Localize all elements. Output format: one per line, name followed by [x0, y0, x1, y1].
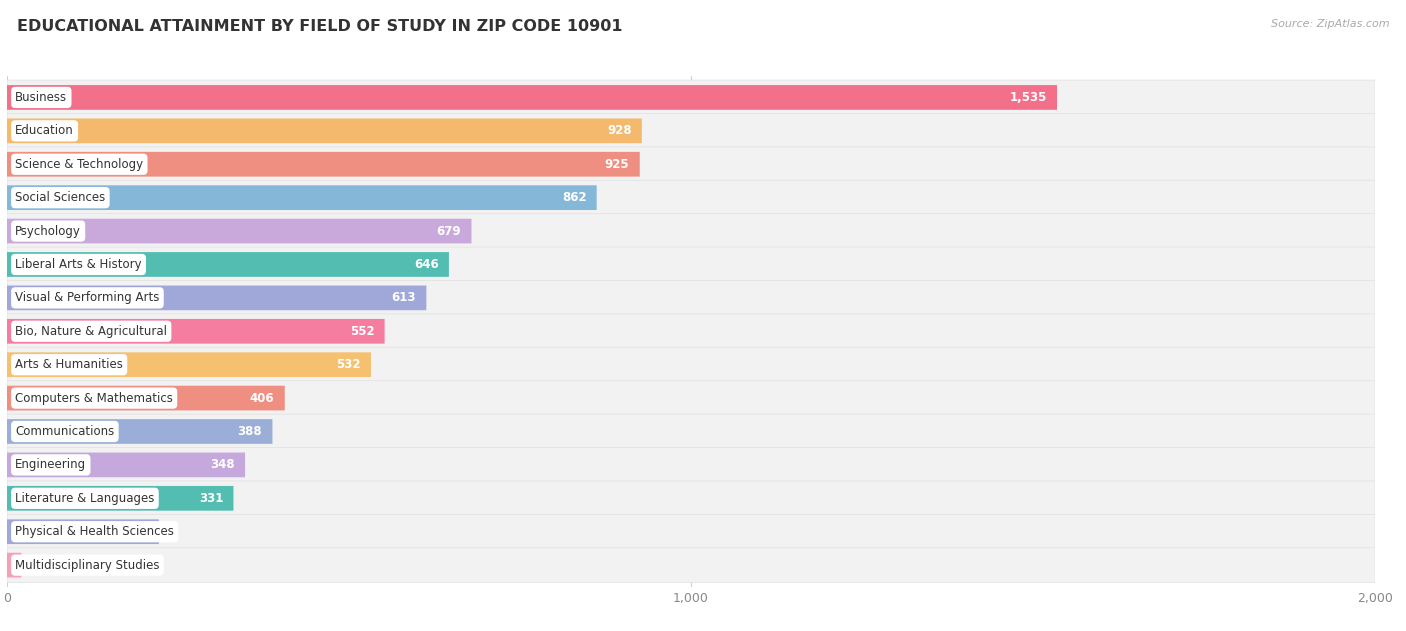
FancyBboxPatch shape: [7, 414, 1375, 449]
Text: 21: 21: [32, 558, 46, 572]
Text: Education: Education: [15, 124, 75, 138]
FancyBboxPatch shape: [7, 419, 273, 444]
FancyBboxPatch shape: [7, 186, 596, 210]
FancyBboxPatch shape: [7, 486, 233, 510]
Text: Computers & Mathematics: Computers & Mathematics: [15, 392, 173, 404]
Text: Science & Technology: Science & Technology: [15, 158, 143, 171]
FancyBboxPatch shape: [7, 180, 1375, 215]
Text: Bio, Nature & Agricultural: Bio, Nature & Agricultural: [15, 325, 167, 338]
Text: 925: 925: [605, 158, 630, 171]
Text: Visual & Performing Arts: Visual & Performing Arts: [15, 292, 160, 304]
FancyBboxPatch shape: [7, 85, 1057, 110]
Text: 862: 862: [562, 191, 586, 204]
Text: 532: 532: [336, 358, 361, 371]
Text: 928: 928: [607, 124, 631, 138]
FancyBboxPatch shape: [7, 514, 1375, 549]
FancyBboxPatch shape: [7, 281, 1375, 316]
FancyBboxPatch shape: [7, 347, 1375, 382]
FancyBboxPatch shape: [7, 219, 471, 244]
FancyBboxPatch shape: [7, 114, 1375, 148]
Text: Business: Business: [15, 91, 67, 104]
Text: Literature & Languages: Literature & Languages: [15, 492, 155, 505]
FancyBboxPatch shape: [7, 553, 21, 577]
Text: 646: 646: [413, 258, 439, 271]
FancyBboxPatch shape: [7, 380, 1375, 415]
FancyBboxPatch shape: [7, 452, 245, 477]
FancyBboxPatch shape: [7, 352, 371, 377]
FancyBboxPatch shape: [7, 447, 1375, 482]
FancyBboxPatch shape: [7, 214, 1375, 249]
Text: 222: 222: [124, 525, 149, 538]
Text: 679: 679: [437, 225, 461, 237]
Text: Psychology: Psychology: [15, 225, 82, 237]
FancyBboxPatch shape: [7, 519, 159, 544]
FancyBboxPatch shape: [7, 119, 641, 143]
FancyBboxPatch shape: [7, 285, 426, 310]
Text: Social Sciences: Social Sciences: [15, 191, 105, 204]
FancyBboxPatch shape: [7, 152, 640, 177]
Text: Arts & Humanities: Arts & Humanities: [15, 358, 124, 371]
Text: 388: 388: [238, 425, 262, 438]
FancyBboxPatch shape: [7, 481, 1375, 516]
Text: EDUCATIONAL ATTAINMENT BY FIELD OF STUDY IN ZIP CODE 10901: EDUCATIONAL ATTAINMENT BY FIELD OF STUDY…: [17, 19, 623, 34]
Text: Communications: Communications: [15, 425, 114, 438]
Text: Physical & Health Sciences: Physical & Health Sciences: [15, 525, 174, 538]
Text: 1,535: 1,535: [1010, 91, 1046, 104]
Text: Engineering: Engineering: [15, 458, 86, 471]
Text: Liberal Arts & History: Liberal Arts & History: [15, 258, 142, 271]
FancyBboxPatch shape: [7, 247, 1375, 282]
FancyBboxPatch shape: [7, 80, 1375, 115]
Text: 552: 552: [350, 325, 374, 338]
FancyBboxPatch shape: [7, 319, 385, 344]
Text: 331: 331: [198, 492, 224, 505]
Text: 348: 348: [209, 458, 235, 471]
FancyBboxPatch shape: [7, 386, 285, 410]
FancyBboxPatch shape: [7, 147, 1375, 182]
FancyBboxPatch shape: [7, 548, 1375, 582]
FancyBboxPatch shape: [7, 314, 1375, 349]
FancyBboxPatch shape: [7, 252, 449, 277]
Text: Multidisciplinary Studies: Multidisciplinary Studies: [15, 558, 160, 572]
Text: 406: 406: [250, 392, 274, 404]
Text: 613: 613: [392, 292, 416, 304]
Text: Source: ZipAtlas.com: Source: ZipAtlas.com: [1271, 19, 1389, 29]
